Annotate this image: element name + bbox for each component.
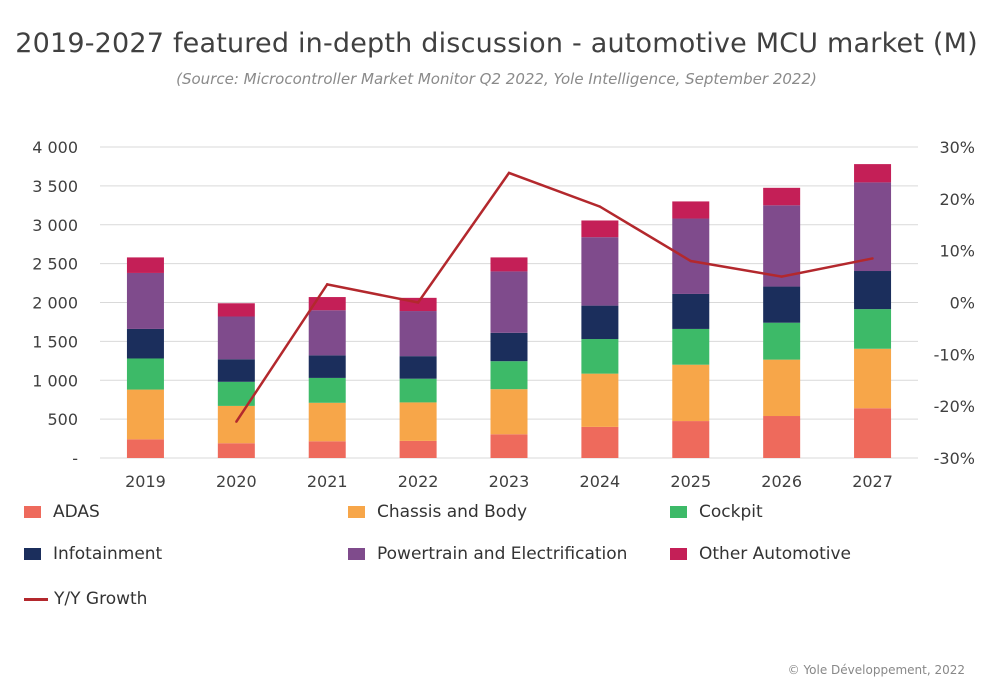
yy-growth-point-2024 <box>598 205 602 208</box>
bar-adas-2026 <box>763 416 801 458</box>
bar-infotainment-2024 <box>581 305 619 340</box>
x-tick-label-2022: 2022 <box>398 472 439 491</box>
x-tick-label-2025: 2025 <box>670 472 711 491</box>
bar-powertrain-and-electrification-2021 <box>308 310 346 356</box>
x-tick-label-2024: 2024 <box>580 472 621 491</box>
bar-cockpit-2027 <box>854 309 892 349</box>
bar-other-automotive-2026 <box>763 187 801 206</box>
x-tick-label-2019: 2019 <box>125 472 166 491</box>
bar-infotainment-2019 <box>126 328 164 359</box>
bar-chassis-and-body-2023 <box>490 389 528 435</box>
bar-adas-2020 <box>217 443 255 458</box>
y-tick-label: 3 000 <box>32 216 78 235</box>
bar-infotainment-2022 <box>399 356 437 379</box>
bar-cockpit-2021 <box>308 377 346 403</box>
y-tick-label: 2 500 <box>32 255 78 274</box>
bar-chassis-and-body-2021 <box>308 402 346 442</box>
bar-cockpit-2023 <box>490 361 528 390</box>
bar-powertrain-and-electrification-2024 <box>581 237 619 306</box>
bar-adas-2022 <box>399 440 437 458</box>
bar-infotainment-2027 <box>854 271 892 310</box>
x-tick-label-2023: 2023 <box>489 472 530 491</box>
bar-infotainment-2025 <box>672 293 710 329</box>
bar-chassis-and-body-2027 <box>854 348 892 409</box>
bar-infotainment-2021 <box>308 355 346 378</box>
y-tick-label: - <box>72 449 78 468</box>
bar-other-automotive-2024 <box>581 220 619 238</box>
copyright-footer: © Yole Développement, 2022 <box>787 663 965 677</box>
y2-tick-label: 20% <box>939 190 975 209</box>
bar-adas-2021 <box>308 441 346 458</box>
x-tick-label-2027: 2027 <box>852 472 893 491</box>
chart-title: 2019-2027 featured in-depth discussion -… <box>15 28 978 59</box>
bar-powertrain-and-electrification-2019 <box>126 272 164 329</box>
bar-other-automotive-2019 <box>126 257 164 273</box>
bar-cockpit-2022 <box>399 378 437 403</box>
yy-growth-point-2025 <box>689 259 692 263</box>
bar-infotainment-2026 <box>763 286 801 323</box>
y2-tick-label: -20% <box>934 397 975 416</box>
yy-growth-line <box>235 171 873 423</box>
x-tick-label-2021: 2021 <box>307 472 348 491</box>
y-tick-label: 1 000 <box>32 371 78 390</box>
bar-cockpit-2026 <box>763 322 801 360</box>
y2-tick-label: 30% <box>939 138 975 157</box>
y-tick-label: 4 000 <box>32 138 78 157</box>
bar-cockpit-2025 <box>672 328 710 365</box>
bar-cockpit-2019 <box>126 358 164 390</box>
bar-infotainment-2020 <box>217 359 255 382</box>
y-tick-label: 3 500 <box>32 177 78 196</box>
y-tick-label: 1 500 <box>32 332 78 351</box>
yy-growth-point-2026 <box>780 275 783 278</box>
bar-adas-2023 <box>490 434 528 458</box>
bar-adas-2025 <box>672 421 710 458</box>
bar-chassis-and-body-2024 <box>581 373 619 427</box>
chart-subtitle: (Source: Microcontroller Market Monitor … <box>176 70 817 88</box>
bar-chassis-and-body-2022 <box>399 402 437 441</box>
y2-tick-label: 0% <box>950 294 975 313</box>
yy-growth-point-2021 <box>326 283 329 286</box>
bar-chassis-and-body-2020 <box>217 405 255 444</box>
bar-powertrain-and-electrification-2020 <box>217 316 255 360</box>
bar-powertrain-and-electrification-2027 <box>854 182 892 272</box>
bar-adas-2019 <box>126 439 164 458</box>
bar-other-automotive-2025 <box>672 201 710 219</box>
x-tick-label-2026: 2026 <box>761 472 802 491</box>
y2-tick-label: -30% <box>934 449 975 468</box>
bar-other-automotive-2023 <box>490 257 528 272</box>
bar-other-automotive-2020 <box>217 303 255 317</box>
bar-adas-2024 <box>581 426 619 458</box>
bar-chassis-and-body-2019 <box>126 389 164 440</box>
bar-chassis-and-body-2026 <box>763 359 801 417</box>
bar-other-automotive-2027 <box>854 164 892 183</box>
y2-tick-label: -10% <box>934 345 975 364</box>
bar-chassis-and-body-2025 <box>672 364 710 422</box>
yy-growth-point-2027 <box>871 257 874 260</box>
bar-infotainment-2023 <box>490 332 528 362</box>
y-tick-label: 2 000 <box>32 294 78 313</box>
yy-growth-point-2023 <box>507 171 511 175</box>
bar-adas-2027 <box>854 408 892 458</box>
bar-cockpit-2024 <box>581 339 619 374</box>
yy-growth-point-2022 <box>416 301 420 304</box>
yy-growth-point-2020 <box>235 420 238 423</box>
bar-powertrain-and-electrification-2022 <box>399 311 437 357</box>
y-tick-label: 500 <box>47 410 78 429</box>
x-tick-label-2020: 2020 <box>216 472 257 491</box>
bar-powertrain-and-electrification-2025 <box>672 218 710 294</box>
y2-tick-label: 10% <box>939 242 975 261</box>
bar-powertrain-and-electrification-2023 <box>490 271 528 333</box>
